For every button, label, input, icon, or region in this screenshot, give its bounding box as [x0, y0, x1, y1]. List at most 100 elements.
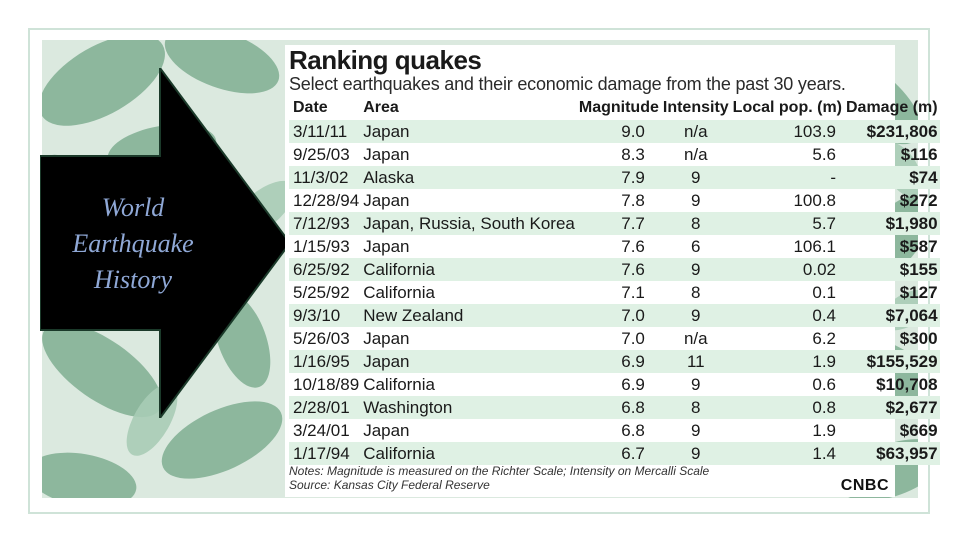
cell-area: California — [363, 374, 435, 394]
cell-intensity: 9 — [691, 374, 701, 394]
cell-local-pop: 5.6 — [812, 144, 836, 164]
cell-area: Japan — [363, 144, 410, 164]
table-row: 1/17/94 California 6.7 9 1.4 $63,957 — [289, 442, 940, 465]
caption-line-2: Earthquake — [72, 229, 194, 258]
source-text: Source: Kansas City Federal Reserve — [289, 478, 490, 492]
cell-magnitude: 7.1 — [621, 282, 645, 302]
cell-magnitude: 8.3 — [621, 144, 645, 164]
cell-area: California — [363, 282, 435, 302]
cell-intensity: n/a — [683, 328, 708, 348]
table-row: 3/11/11 Japan 9.0 n/a 103.9 $231,806 — [289, 120, 940, 143]
table-row: 5/26/03 Japan 7.0 n/a 6.2 $300 — [289, 327, 940, 350]
cell-intensity: 9 — [691, 420, 701, 440]
cnbc-logo: CNBC — [840, 477, 889, 494]
cell-magnitude: 6.8 — [576, 396, 661, 419]
cell-date: 2/28/01 — [289, 396, 362, 419]
cell-damage: $63,957 — [844, 442, 940, 465]
cell-intensity: 9 — [660, 442, 731, 465]
table-row: 6/25/92 California 7.6 9 0.02 $155 — [289, 258, 940, 281]
cell-magnitude: 6.8 — [621, 420, 645, 440]
cell-magnitude: 7.9 — [576, 166, 661, 189]
table-row: 7/12/93 Japan, Russia, South Korea 7.7 8 5.7… — [289, 212, 940, 235]
cell-local-pop: - — [730, 166, 844, 189]
cell-magnitude: 7.7 — [576, 212, 661, 235]
cell-intensity: n/a — [683, 144, 708, 164]
notes-text: Notes: Magnitude is measured on the Rich… — [289, 464, 710, 478]
cell-magnitude: 6.9 — [621, 374, 645, 394]
cell-local-pop: 100.8 — [793, 190, 836, 210]
cell-damage: $74 — [844, 166, 940, 189]
cell-date: 5/25/92 — [293, 282, 350, 302]
cell-date: 10/18/89 — [293, 374, 360, 394]
table-row: 2/28/01 Washington 6.8 8 0.8 $2,677 — [289, 396, 940, 419]
cell-local-pop: 1.4 — [730, 442, 844, 465]
cell-damage: $127 — [899, 282, 938, 302]
cell-magnitude: 7.0 — [576, 304, 661, 327]
table-footnotes: Notes: Magnitude is measured on the Rich… — [289, 464, 709, 492]
cell-damage: $231,806 — [844, 120, 940, 143]
cell-intensity: n/a — [660, 120, 731, 143]
quake-table-card: Ranking quakes Select earthquakes and th… — [285, 45, 940, 497]
cell-date: 1/16/95 — [289, 350, 362, 373]
cell-date: 1/15/93 — [293, 236, 350, 256]
cell-area: Alaska — [361, 166, 577, 189]
cell-damage: $155 — [844, 258, 940, 281]
cell-local-pop: 6.2 — [812, 328, 836, 348]
cell-damage: $1,980 — [844, 212, 940, 235]
col-header-damage: Damage (m) — [846, 99, 938, 116]
cell-damage: $587 — [899, 236, 938, 256]
cell-local-pop: 0.8 — [730, 396, 844, 419]
arrow-shape — [40, 68, 290, 418]
card-subtitle: Select earthquakes and their economic da… — [289, 74, 846, 94]
col-header-magnitude: Magnitude — [578, 99, 659, 116]
table-row: 3/24/01 Japan 6.8 9 1.9 $669 — [289, 419, 940, 442]
cell-area: New Zealand — [361, 304, 577, 327]
cell-date: 11/3/02 — [289, 166, 362, 189]
cell-damage: $7,064 — [844, 304, 940, 327]
cell-area: Japan, Russia, South Korea — [361, 212, 577, 235]
cell-date: 6/25/92 — [289, 258, 362, 281]
cell-magnitude: 9.0 — [576, 120, 661, 143]
cell-intensity: 9 — [660, 166, 731, 189]
cell-damage: $669 — [899, 420, 938, 440]
cell-local-pop: 0.6 — [812, 374, 836, 394]
cell-date: 1/17/94 — [289, 442, 362, 465]
cell-date: 3/24/01 — [293, 420, 350, 440]
table-row: 11/3/02 Alaska 7.9 9- $74 — [289, 166, 940, 189]
cell-date: 3/11/11 — [289, 120, 362, 143]
col-header-area: Area — [363, 99, 399, 116]
cell-local-pop: 5.7 — [730, 212, 844, 235]
cell-area: California — [361, 442, 577, 465]
cell-intensity: 9 — [660, 258, 731, 281]
cell-area: Japan — [363, 236, 410, 256]
cell-damage: $155,529 — [844, 350, 940, 373]
caption-line-1: World — [101, 193, 165, 222]
cell-local-pop: 0.02 — [730, 258, 844, 281]
cell-magnitude: 7.6 — [576, 258, 661, 281]
cell-magnitude: 7.0 — [621, 328, 645, 348]
table-row: 9/25/03 Japan 8.3 n/a 5.6 $116 — [289, 143, 940, 166]
col-header-date: Date — [293, 99, 328, 116]
cell-magnitude: 6.7 — [576, 442, 661, 465]
cell-date: 7/12/93 — [289, 212, 362, 235]
cell-intensity: 9 — [660, 304, 731, 327]
cell-local-pop: 106.1 — [793, 236, 836, 256]
cell-intensity: 8 — [660, 212, 731, 235]
cell-area: Japan — [361, 350, 577, 373]
cell-intensity: 11 — [660, 350, 731, 373]
cell-area: Japan — [363, 190, 410, 210]
cell-damage: $2,677 — [844, 396, 940, 419]
cell-local-pop: 1.9 — [812, 420, 836, 440]
cell-intensity: 6 — [691, 236, 701, 256]
card-title: Ranking quakes — [289, 45, 482, 75]
quake-table: Date Area Magnitude Intensity Local pop.… — [289, 96, 940, 465]
cell-area: California — [361, 258, 577, 281]
cell-local-pop: 0.1 — [812, 282, 836, 302]
cell-area: Japan — [363, 328, 410, 348]
cell-local-pop: 1.9 — [730, 350, 844, 373]
cell-intensity: 8 — [660, 396, 731, 419]
table-row: 12/28/94 Japan 7.8 9 100.8 $272 — [289, 189, 940, 212]
cell-magnitude: 7.8 — [621, 190, 645, 210]
cell-intensity: 9 — [691, 190, 701, 210]
cell-local-pop: 0.4 — [730, 304, 844, 327]
